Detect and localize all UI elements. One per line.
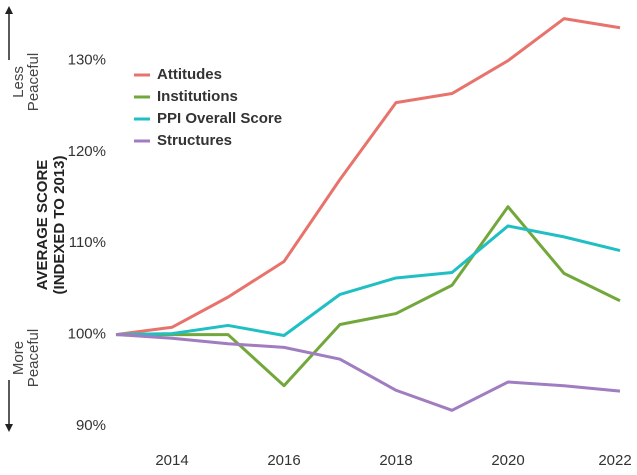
legend-label: Institutions bbox=[157, 88, 238, 105]
y-tick-label: 120% bbox=[68, 143, 106, 160]
x-tick-label: 2018 bbox=[379, 452, 412, 469]
annotation-line: Less bbox=[10, 66, 27, 98]
arrow-up-head bbox=[5, 6, 13, 14]
annotation-line: Peaceful bbox=[25, 329, 42, 387]
series-line bbox=[115, 224, 621, 337]
x-tick-label: 2014 bbox=[155, 452, 188, 469]
x-tick-label: 2016 bbox=[267, 452, 300, 469]
y-tick-label: 130% bbox=[68, 52, 106, 69]
legend-label: PPI Overall Score bbox=[157, 110, 282, 127]
legend-label: Attitudes bbox=[157, 66, 222, 83]
legend-label: Structures bbox=[157, 132, 232, 149]
x-tick-label: 2022 bbox=[598, 452, 631, 469]
y-tick-label: 100% bbox=[68, 326, 106, 343]
y-axis-title: AVERAGE SCORE (INDEXED TO 2013) bbox=[34, 156, 68, 295]
annotation-line: Peaceful bbox=[25, 53, 42, 111]
y-tick-label: 90% bbox=[76, 417, 106, 434]
y-tick-label: 110% bbox=[69, 234, 106, 251]
arrow-down-head bbox=[5, 424, 13, 432]
y-axis-title-line: AVERAGE SCORE bbox=[34, 160, 51, 291]
series-line bbox=[115, 333, 621, 412]
series-line bbox=[116, 205, 621, 388]
y-axis-title-line: (INDEXED TO 2013) bbox=[51, 156, 68, 295]
x-tick-label: 2020 bbox=[491, 452, 524, 469]
series-line bbox=[115, 17, 621, 337]
annotation-line: More bbox=[10, 341, 27, 375]
legend: Attitudes Institutions PPI Overall Score St… bbox=[134, 66, 282, 149]
